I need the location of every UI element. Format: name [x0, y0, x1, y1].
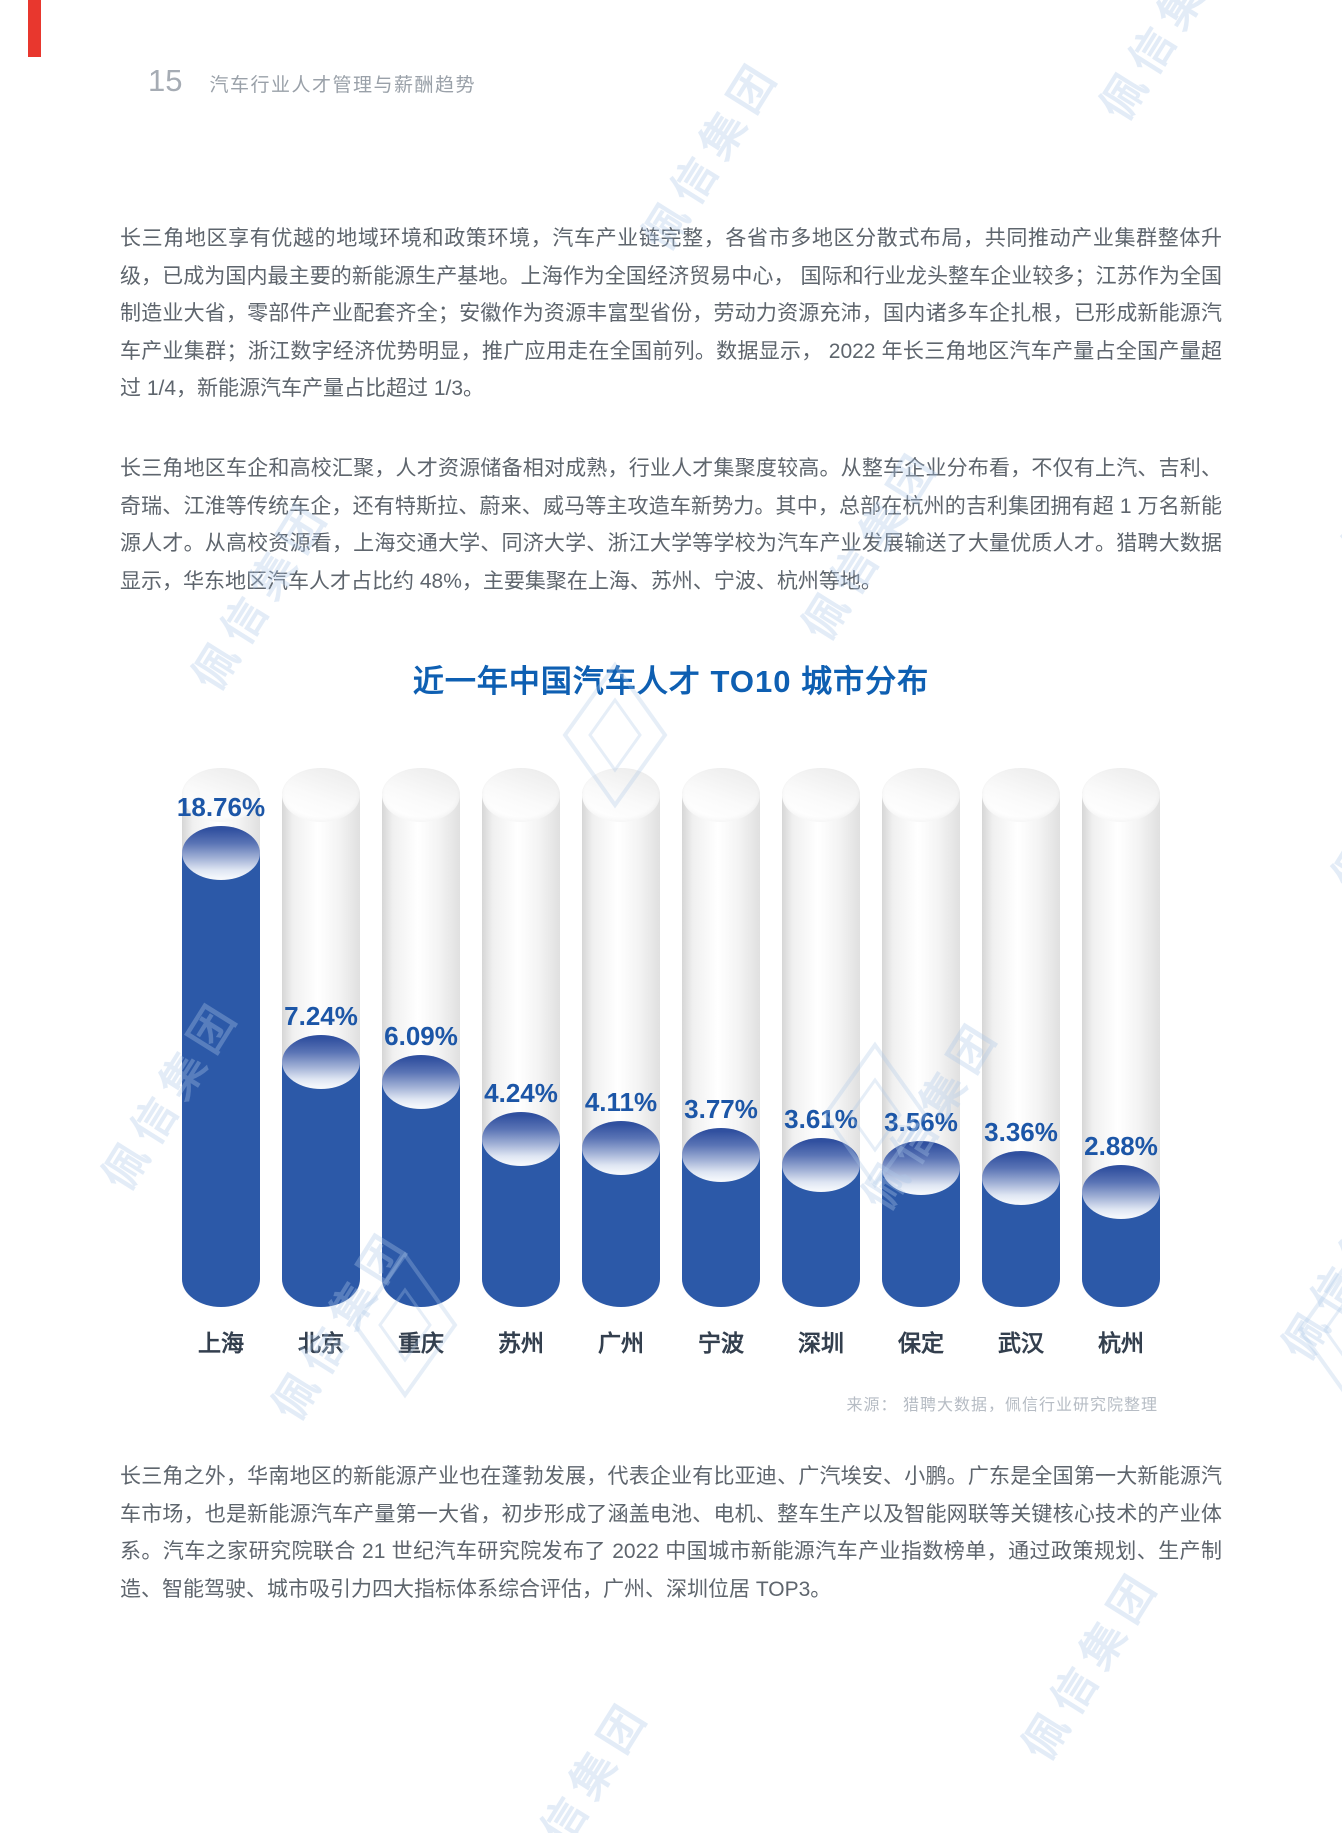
bar-fill [1082, 1165, 1160, 1307]
chart-category-row: 上海 北京 重庆 苏州 广州 宁波 深圳 保定 武汉 杭州 [0, 1324, 1342, 1358]
bar-fill-cap [482, 1112, 560, 1166]
bar-fill [582, 1121, 660, 1307]
bar-value-label: 4.11% [584, 1087, 658, 1117]
bar-fill [782, 1138, 860, 1307]
paragraph-2: 长三角地区车企和高校汇聚，人才资源储备相对成熟，行业人才集聚度较高。从整车企业分… [120, 457, 1222, 593]
bar-fill-cap [882, 1141, 960, 1195]
bar-fill [382, 1055, 460, 1307]
city-label: 上海 [198, 1330, 244, 1356]
chart-bar-column: 3.36% [971, 768, 1071, 1307]
page-header: 15 汽车行业人才管理与薪酬趋势 [148, 63, 476, 99]
bar-value-label: 2.88% [1084, 1131, 1158, 1161]
bar-chart: 18.76% 7.24% 6.09% 4.24% 4.11% 3.77% 3.61% 3.56… [0, 768, 1342, 1307]
paragraph-1: 长三角地区享有优越的地域环境和政策环境，汽车产业链完整，各省市多地区分散式布局，… [120, 227, 1222, 400]
city-label: 广州 [598, 1330, 644, 1356]
chart-source: 来源： 猎聘大数据，佩信行业研究院整理 [846, 1397, 1158, 1414]
city-label: 北京 [298, 1330, 344, 1356]
bar-value-label: 3.56% [884, 1107, 958, 1137]
chart-title: 近一年中国汽车人才 TO10 城市分布 [412, 664, 930, 699]
page-number: 15 [148, 63, 183, 98]
city-label: 重庆 [398, 1330, 444, 1356]
paragraph-3: 长三角之外，华南地区的新能源产业也在蓬勃发展，代表企业有比亚迪、广汽埃安、小鹏。… [120, 1465, 1222, 1601]
watermark-text: 佩信集团 [1333, 359, 1342, 569]
bar-fill-cap [982, 1151, 1060, 1205]
bar-fill [282, 1035, 360, 1307]
watermark-text: 佩信集团 [1091, 0, 1248, 129]
bar-value-label: 18.76% [176, 792, 266, 822]
chart-bar-column: 6.09% [371, 768, 471, 1307]
city-label: 武汉 [998, 1330, 1044, 1356]
chart-bar-column: 2.88% [1071, 768, 1171, 1307]
city-label: 深圳 [798, 1330, 844, 1356]
bar-fill-cap [382, 1055, 460, 1109]
header-title: 汽车行业人才管理与薪酬趋势 [209, 75, 476, 96]
bar-fill-cap [682, 1128, 760, 1182]
bar-fill-cap [182, 826, 260, 880]
chart-bar-column: 7.24% [271, 768, 371, 1307]
bar-value-label: 7.24% [284, 1001, 358, 1031]
chart-bar-column: 3.61% [771, 768, 871, 1307]
city-label: 杭州 [1098, 1330, 1144, 1356]
chart-bar-column: 18.76% [171, 768, 271, 1307]
bar-fill-cap [782, 1138, 860, 1192]
chart-bar-column: 4.24% [471, 768, 571, 1307]
bar-fill [182, 826, 260, 1307]
chart-bar-column: 3.56% [871, 768, 971, 1307]
bar-fill [482, 1112, 560, 1307]
city-label: 保定 [898, 1330, 944, 1356]
bar-fill [982, 1151, 1060, 1307]
bar-value-label: 3.77% [684, 1094, 758, 1124]
bar-value-label: 3.61% [784, 1104, 858, 1134]
chart-bar-column: 4.11% [571, 768, 671, 1307]
chart-bar-column: 3.77% [671, 768, 771, 1307]
bar-fill-cap [1082, 1165, 1160, 1219]
bar-fill-cap [282, 1035, 360, 1089]
bar-value-label: 6.09% [384, 1021, 458, 1051]
city-label: 苏州 [498, 1330, 544, 1356]
city-label: 宁波 [698, 1330, 744, 1356]
bar-value-label: 4.24% [484, 1078, 558, 1108]
corner-ribbon [28, 0, 41, 57]
watermark-text: 佩信集团 [503, 1689, 660, 1833]
bar-fill-cap [582, 1121, 660, 1175]
bar-fill [682, 1128, 760, 1307]
bar-value-label: 3.36% [984, 1117, 1058, 1147]
bar-fill [882, 1141, 960, 1307]
